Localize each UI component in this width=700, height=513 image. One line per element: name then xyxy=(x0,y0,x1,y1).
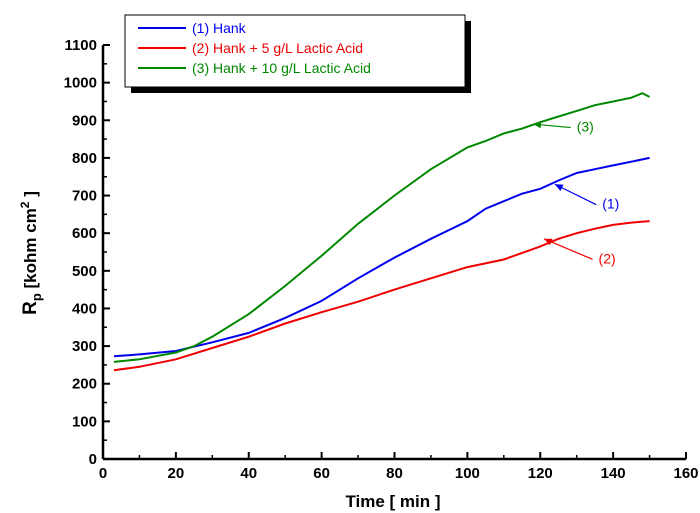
legend-label-1: (1) Hank xyxy=(192,20,247,36)
x-tick-label: 80 xyxy=(386,465,403,482)
y-tick-label: 200 xyxy=(72,376,97,393)
axes-layer: 0 20 40 60 80 100 120 140 160 0 100 200 300 400 500 600… xyxy=(64,37,699,482)
y-tick-label: 900 xyxy=(72,112,97,129)
x-tick-label: 100 xyxy=(455,465,480,482)
x-axis-title: Time [ min ] xyxy=(345,492,440,511)
y-tick-label: 1100 xyxy=(64,37,97,54)
annotation-arrow-line-3 xyxy=(543,238,593,260)
series-line-2 xyxy=(113,220,650,372)
x-tick-label: 20 xyxy=(168,465,185,482)
legend: (1) Hank (2) Hank + 5 g/L Lactic Acid (3) … xyxy=(124,14,471,93)
x-tick-label: 160 xyxy=(673,465,698,482)
x-tick-label: 120 xyxy=(528,465,553,482)
y-tick-label: 300 xyxy=(72,338,97,355)
y-tick-label: 600 xyxy=(72,225,97,242)
annotation-arrowhead-1 xyxy=(532,121,542,129)
x-tick-label: 140 xyxy=(601,465,626,482)
series-line-3 xyxy=(113,92,651,363)
x-tick-label: 60 xyxy=(313,465,330,482)
annotation-arrowhead-2 xyxy=(554,184,564,191)
x-tick-label: 0 xyxy=(99,465,107,482)
y-tick-label: 800 xyxy=(72,150,97,167)
legend-entries: (1) Hank (2) Hank + 5 g/L Lactic Acid (3) … xyxy=(138,20,371,76)
y-tick-label: 500 xyxy=(72,263,97,280)
y-tick-label: 700 xyxy=(72,188,97,205)
y-tick-label: 400 xyxy=(72,300,97,317)
annotation-arrowhead-3 xyxy=(543,238,553,246)
y-tick-label: 0 xyxy=(89,451,97,468)
x-tick-label: 40 xyxy=(240,465,257,482)
y-tick-label: 100 xyxy=(72,413,97,430)
series-layer xyxy=(113,92,651,372)
y-tick-label: 1000 xyxy=(64,75,97,92)
annotation-label-3: (2) xyxy=(599,250,616,266)
legend-label-2: (2) Hank + 5 g/L Lactic Acid xyxy=(192,40,363,56)
annotation-layer: (3) (1) (2) xyxy=(532,119,619,266)
annotation-label-1: (3) xyxy=(577,119,594,135)
y-axis-title: Rp [kohm cm2 ] xyxy=(18,191,44,315)
legend-label-3: (3) Hank + 10 g/L Lactic Acid xyxy=(192,60,371,76)
annotation-label-2: (1) xyxy=(602,196,619,212)
series-line-1 xyxy=(113,156,650,358)
